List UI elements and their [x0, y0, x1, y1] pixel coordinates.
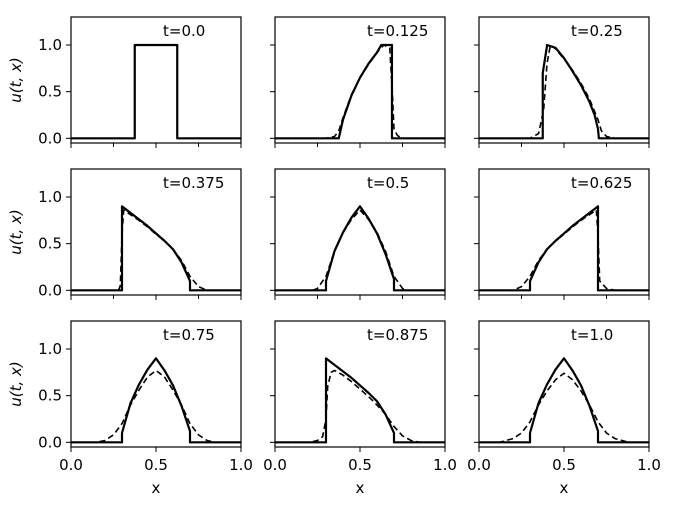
subplot: 0.0 0.5 1.0 u(t, x) 0.0 0.5 1.0 x t=0.75 [7, 320, 253, 497]
series-line-approx [479, 372, 649, 444]
x-tick-label: 1.0 [229, 456, 253, 474]
panel-time-label: t=0.375 [163, 174, 224, 192]
y-tick-label: 0.0 [38, 433, 62, 451]
y-tick-label: 1.0 [38, 36, 62, 54]
series-line-approx [71, 209, 241, 292]
y-tick-label: 0.0 [38, 129, 62, 147]
x-axis-label: x [560, 479, 569, 497]
x-tick-label: 0.5 [144, 456, 168, 474]
series-line-exact [479, 205, 649, 292]
subplot: 0.0 0.5 1.0 u(t, x) t=0.0 [7, 16, 242, 148]
series-line-exact [275, 357, 445, 444]
panel-time-label: t=1.0 [571, 326, 613, 344]
series-line-exact [275, 205, 445, 292]
x-tick-label: 1.0 [433, 456, 457, 474]
subplot: t=0.5 [270, 168, 446, 300]
series-line-approx [275, 209, 445, 292]
y-tick-label: 0.5 [38, 83, 62, 101]
y-axis-label: u(t, x) [7, 361, 25, 407]
series-line-exact [71, 43, 241, 140]
x-tick-label: 0.0 [467, 456, 491, 474]
panel-time-label: t=0.875 [367, 326, 428, 344]
x-tick-label: 0.5 [552, 456, 576, 474]
axes-frame [70, 16, 242, 144]
series-line-exact [479, 357, 649, 444]
x-tick-label: 0.0 [263, 456, 287, 474]
y-tick-label: 0.5 [38, 387, 62, 405]
series-line-approx [275, 44, 445, 140]
subplot: 0.0 0.5 1.0 x t=0.875 [263, 320, 457, 497]
y-tick-label: 1.0 [38, 188, 62, 206]
series-line-exact [71, 357, 241, 444]
subplot: t=0.125 [270, 16, 446, 148]
x-tick-label: 0.0 [59, 456, 83, 474]
subplot: t=0.625 [474, 168, 650, 300]
y-axis-label: u(t, x) [7, 209, 25, 255]
x-tick-label: 1.0 [637, 456, 661, 474]
x-axis-label: x [356, 479, 365, 497]
y-axis-label: u(t, x) [7, 57, 25, 103]
panel-time-label: t=0.625 [571, 174, 632, 192]
panel-time-label: t=0.5 [367, 174, 409, 192]
panel-time-label: t=0.75 [163, 326, 215, 344]
series-line-exact [71, 205, 241, 292]
y-tick-label: 0.5 [38, 235, 62, 253]
y-tick-label: 0.0 [38, 281, 62, 299]
series-line-approx [71, 369, 241, 444]
subplot: 0.0 0.5 1.0 u(t, x) t=0.375 [7, 168, 242, 300]
panel-time-label: t=0.25 [571, 22, 623, 40]
series-line-approx [71, 44, 241, 140]
y-tick-label: 1.0 [38, 340, 62, 358]
x-axis-label: x [152, 479, 161, 497]
axes-frame [478, 16, 650, 144]
subplot: 0.0 0.5 1.0 x t=1.0 [467, 320, 661, 497]
subplot: t=0.25 [474, 16, 650, 148]
series-line-approx [275, 369, 445, 444]
axes-frame [478, 320, 650, 448]
axes-frame [70, 320, 242, 448]
series-line-exact [479, 43, 649, 140]
panel-time-label: t=0.0 [163, 22, 205, 40]
x-tick-label: 0.5 [348, 456, 372, 474]
axes-frame [274, 168, 446, 296]
series-line-approx [479, 209, 649, 292]
series-line-exact [275, 43, 445, 140]
panel-time-label: t=0.125 [367, 22, 428, 40]
